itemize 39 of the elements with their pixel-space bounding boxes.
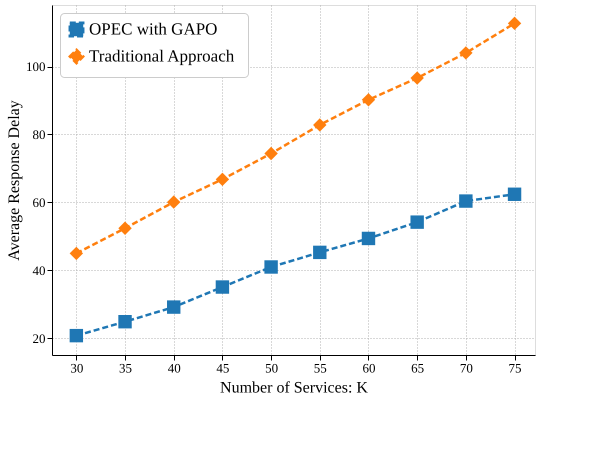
y-tick-label: 20 [32,330,46,346]
legend-label: OPEC with GAPO [89,20,218,38]
point [118,222,132,235]
y-axis-title: Average Response Delay [6,100,23,261]
y-tick-label: 80 [32,126,46,142]
x-tick-label: 65 [411,360,424,376]
y-tick-label: 40 [32,262,46,278]
point [70,328,84,342]
y-tick-label: 60 [32,194,46,210]
x-tick-label: 75 [508,360,522,376]
x-tick-label: 70 [460,360,473,376]
point [167,195,180,209]
point [264,260,278,274]
point [459,194,473,208]
x-tick-label: 40 [168,360,181,376]
point [313,118,326,132]
point [508,16,522,30]
point [167,300,180,314]
x-tick-label: 30 [70,360,84,376]
point [362,232,376,246]
point [410,215,424,229]
point [216,280,230,294]
point [70,246,84,260]
x-tick-label: 60 [362,360,376,376]
x-axis-title: Number of Services: K [220,380,368,396]
x-tick-label: 45 [216,360,230,376]
point [410,71,424,85]
point [216,172,230,186]
x-tick-label: 35 [119,360,132,376]
point [459,46,473,60]
legend-label: Traditional Approach [89,46,235,66]
point [362,93,376,107]
point [508,188,522,201]
point [118,314,132,328]
x-tick-label: 55 [314,360,327,376]
point [264,146,278,160]
point [313,246,326,260]
y-tick-label: 100 [26,59,46,74]
x-tick-label: 50 [265,360,278,376]
